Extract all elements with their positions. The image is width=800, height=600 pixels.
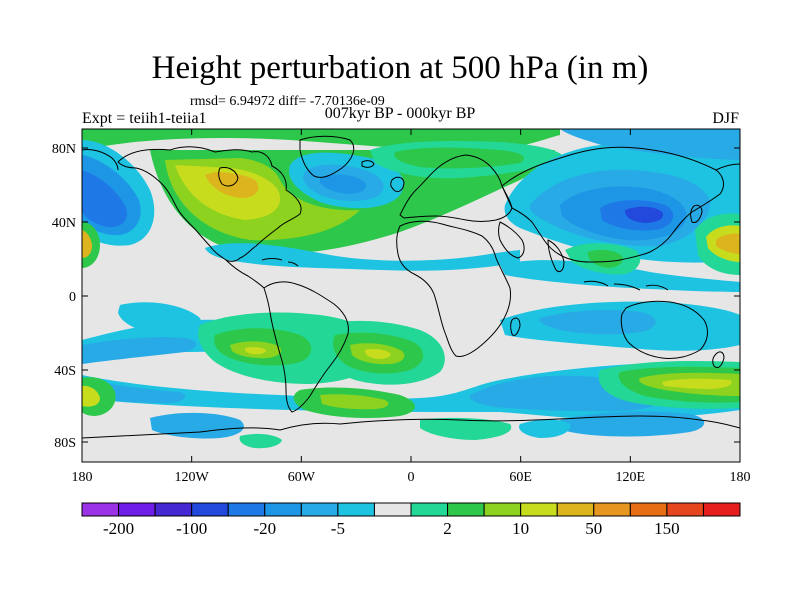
colorbar-label: -200 xyxy=(103,519,134,538)
coastline-central-america xyxy=(225,259,265,289)
coastline-indonesia xyxy=(583,280,669,291)
colorbar-swatch xyxy=(118,502,156,517)
colorbar-swatch xyxy=(593,502,631,517)
stats-subtitle: rmsd= 6.94972 diff= -7.70136e-09 xyxy=(190,94,385,109)
colorbar-swatch xyxy=(227,502,266,517)
coastline-greenland xyxy=(299,135,355,178)
coastline-caribbean xyxy=(261,258,299,267)
colorbar-swatch xyxy=(81,502,120,517)
coastline-south-america xyxy=(263,281,349,413)
lon-tick-label: 120E xyxy=(616,470,646,485)
colorbar-swatch xyxy=(520,502,558,517)
colorbar-swatch xyxy=(447,502,485,517)
lon-tick-label: 60W xyxy=(288,470,316,485)
colorbar-swatch xyxy=(373,502,412,517)
colorbar-swatch xyxy=(483,502,522,517)
positive-anomaly-europe-green xyxy=(394,147,524,169)
positive-anomaly-so-west-yellow xyxy=(82,385,100,407)
negative-anomaly-asia-deep xyxy=(624,206,664,223)
negative-anomaly-antarctic-east-cyan xyxy=(519,419,571,438)
positive-anomaly-s-atlantic-core xyxy=(364,349,391,359)
lon-tick-label: 120W xyxy=(175,470,210,485)
coastline-new-zealand xyxy=(712,351,725,369)
positive-anomaly-antarctic-green2 xyxy=(239,433,282,449)
lon-tick-label: 180 xyxy=(730,470,751,485)
coastline-india xyxy=(547,239,565,273)
height-field-layer xyxy=(82,129,740,449)
positive-anomaly-so-east-core xyxy=(662,378,732,389)
negative-anomaly-antarctic-west xyxy=(150,412,244,439)
lat-tick-label: 40N xyxy=(52,216,76,231)
lat-tick-label: 80N xyxy=(52,142,76,157)
positive-anomaly-se-asia-green xyxy=(587,249,623,268)
colorbar-swatch xyxy=(556,502,595,517)
colorbar-swatch xyxy=(337,502,375,517)
positive-anomaly-s-atlantic-south-yellow xyxy=(320,394,389,410)
lon-axis: 180 120W 60W 0 60E 120E 180 xyxy=(72,129,751,485)
coastline-australia xyxy=(620,300,708,359)
coastline-madagascar xyxy=(510,317,521,337)
lat-axis: 80N 40N 0 40S 80S xyxy=(52,142,740,451)
positive-anomaly-antarctic-green xyxy=(420,417,512,440)
coastline-alaska xyxy=(82,149,119,171)
lon-tick-label: 60E xyxy=(509,470,532,485)
coastline-arabia xyxy=(498,221,525,259)
positive-anomaly-s-america-core xyxy=(244,346,266,355)
negative-anomaly-arctic xyxy=(560,129,740,162)
negative-anomaly-arctic-cyan xyxy=(598,145,740,180)
colorbar-label: 50 xyxy=(585,519,602,538)
lon-tick-label: 0 xyxy=(408,470,415,485)
coastline-antarctica xyxy=(82,415,740,439)
colorbar-swatch xyxy=(300,502,339,517)
negative-anomaly-spac-blue xyxy=(82,337,197,364)
coastline-africa xyxy=(396,220,511,357)
colorbar-label: 10 xyxy=(512,519,529,538)
negative-anomaly-indian-band xyxy=(500,260,740,292)
coastline-british-isles xyxy=(390,176,405,193)
period-label: 007kyr BP - 000kyr BP xyxy=(324,105,476,122)
colorbar-swatch xyxy=(666,502,704,517)
negative-anomaly-s-indian-blue xyxy=(539,310,656,335)
coastline-japan xyxy=(690,204,703,223)
negative-anomaly-npac-deep xyxy=(82,170,128,228)
coastline-asia xyxy=(501,146,724,263)
colorbar-swatch xyxy=(154,502,193,517)
coastline-ne-siberia xyxy=(715,163,740,171)
colorbar: -200 -100 -20 -5 2 10 50 150 xyxy=(81,502,741,538)
coastline-hudson-bay xyxy=(218,167,239,187)
lat-tick-label: 0 xyxy=(69,290,76,305)
lat-tick-label: 80S xyxy=(54,436,76,451)
colorbar-swatch xyxy=(191,502,229,517)
colorbar-label: 150 xyxy=(654,519,680,538)
coastline-iceland xyxy=(361,160,375,168)
colorbar-label: -5 xyxy=(331,519,345,538)
negative-anomaly-natl-core xyxy=(320,174,367,194)
colorbar-swatch xyxy=(410,502,449,517)
negative-anomaly-spac-cyan2 xyxy=(118,302,201,336)
coastline-north-america xyxy=(117,146,302,262)
colorbar-label: 2 xyxy=(443,519,452,538)
coastlines xyxy=(82,135,740,439)
negative-anomaly-tropics-band xyxy=(205,243,520,271)
lat-tick-label: 40S xyxy=(54,364,76,379)
colorbar-swatch xyxy=(629,502,668,517)
colorbar-swatch xyxy=(702,502,741,517)
map-title: Height perturbation at 500 hPa (in m) xyxy=(151,50,649,86)
experiment-label: Expt = teiih1-teiia1 xyxy=(82,110,207,127)
season-label: DJF xyxy=(712,110,739,127)
positive-anomaly-epac-core xyxy=(716,233,740,254)
positive-anomaly-wrap-core xyxy=(82,230,92,258)
lon-tick-label: 180 xyxy=(72,470,93,485)
colorbar-label: -100 xyxy=(176,519,207,538)
colorbar-label: -20 xyxy=(253,519,276,538)
colorbar-swatch xyxy=(264,502,302,517)
